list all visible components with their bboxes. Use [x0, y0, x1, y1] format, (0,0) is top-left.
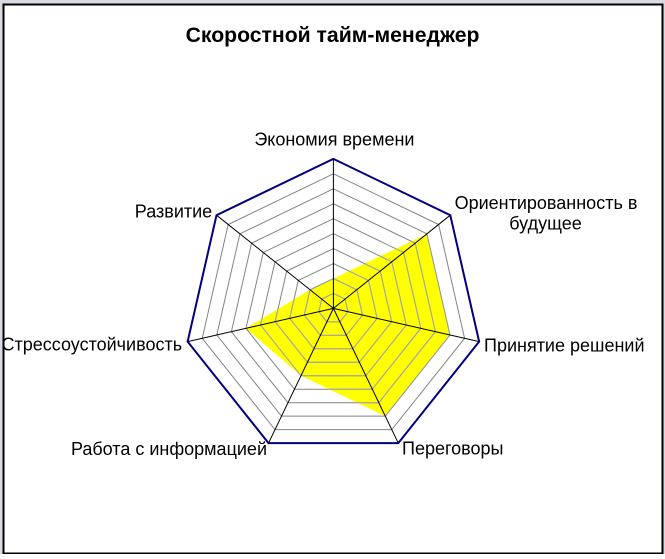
svg-text:Развитие: Развитие	[135, 201, 212, 221]
svg-text:Принятие решений: Принятие решений	[484, 336, 645, 356]
svg-text:Работа с информацией: Работа с информацией	[71, 439, 267, 459]
svg-text:Переговоры: Переговоры	[402, 438, 503, 458]
svg-text:будущее: будущее	[509, 214, 581, 234]
svg-text:Ориентированность в: Ориентированность в	[455, 193, 638, 213]
svg-text:Экономия времени: Экономия времени	[254, 130, 414, 150]
svg-text:Стрессоустойчивость: Стрессоустойчивость	[2, 335, 183, 355]
svg-text:Скоростной тайм-менеджер: Скоростной тайм-менеджер	[186, 24, 480, 47]
